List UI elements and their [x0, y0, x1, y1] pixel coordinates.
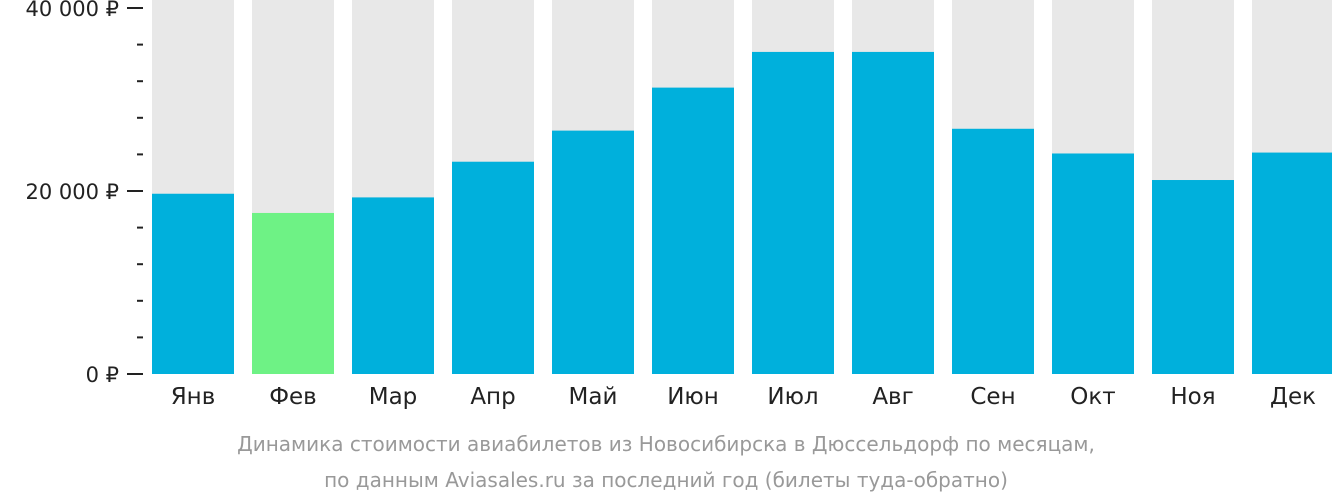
x-tick-label: Июл — [767, 384, 818, 410]
bar — [152, 193, 234, 374]
x-tick-label: Ноя — [1170, 384, 1215, 410]
x-tick-label: Янв — [171, 384, 216, 410]
y-axis: 0 ₽ 20 000 ₽ 40 000 ₽ — [25, 0, 143, 387]
x-tick-label: Сен — [970, 384, 1015, 410]
bar — [652, 87, 734, 374]
chart-caption-line-2: по данным Aviasales.ru за последний год … — [324, 468, 1008, 492]
chart-caption-line-1: Динамика стоимости авиабилетов из Новоси… — [237, 432, 1095, 456]
bar — [752, 51, 834, 375]
bar — [1152, 180, 1234, 374]
bar — [952, 128, 1034, 374]
bar-highlight — [252, 212, 334, 374]
price-chart: 0 ₽ 20 000 ₽ 40 000 ₽ Янв Фев Мар Апр Май Июн Ию… — [25, 0, 1332, 410]
x-tick-label: Мар — [369, 384, 418, 410]
x-tick-label: Фев — [269, 384, 317, 410]
bar — [1052, 153, 1134, 374]
bar — [552, 130, 634, 374]
bars — [152, 51, 1332, 375]
x-tick-label: Авг — [872, 384, 913, 410]
y-tick-label: 20 000 ₽ — [25, 180, 119, 204]
x-tick-label: Апр — [470, 384, 515, 410]
x-axis: Янв Фев Мар Апр Май Июн Июл Авг Сен Окт Ноя Дек — [171, 384, 1316, 410]
x-tick-label: Май — [569, 384, 618, 410]
y-tick-label: 0 ₽ — [86, 363, 119, 387]
x-tick-label: Июн — [667, 384, 719, 410]
bar — [352, 197, 434, 374]
x-tick-label: Окт — [1070, 384, 1115, 410]
bar — [852, 51, 934, 375]
x-tick-label: Дек — [1270, 384, 1316, 410]
bar — [452, 161, 534, 374]
y-tick-label: 40 000 ₽ — [25, 0, 119, 21]
bar — [1252, 152, 1332, 374]
